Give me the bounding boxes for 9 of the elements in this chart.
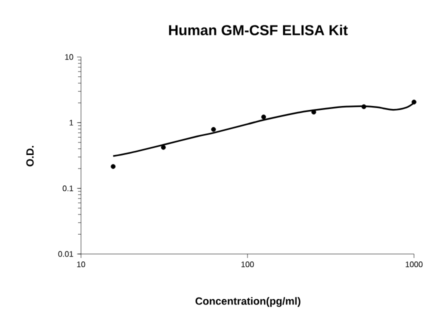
chart-title: Human GM-CSF ELISA Kit xyxy=(169,24,348,36)
y-axis-title: O.D. xyxy=(26,146,34,166)
point xyxy=(161,145,166,150)
point xyxy=(361,104,366,110)
x-axis-title: Concentration(pg/ml) xyxy=(196,297,300,307)
point xyxy=(211,127,216,132)
point xyxy=(110,164,116,169)
point xyxy=(261,114,266,120)
point xyxy=(412,100,416,104)
